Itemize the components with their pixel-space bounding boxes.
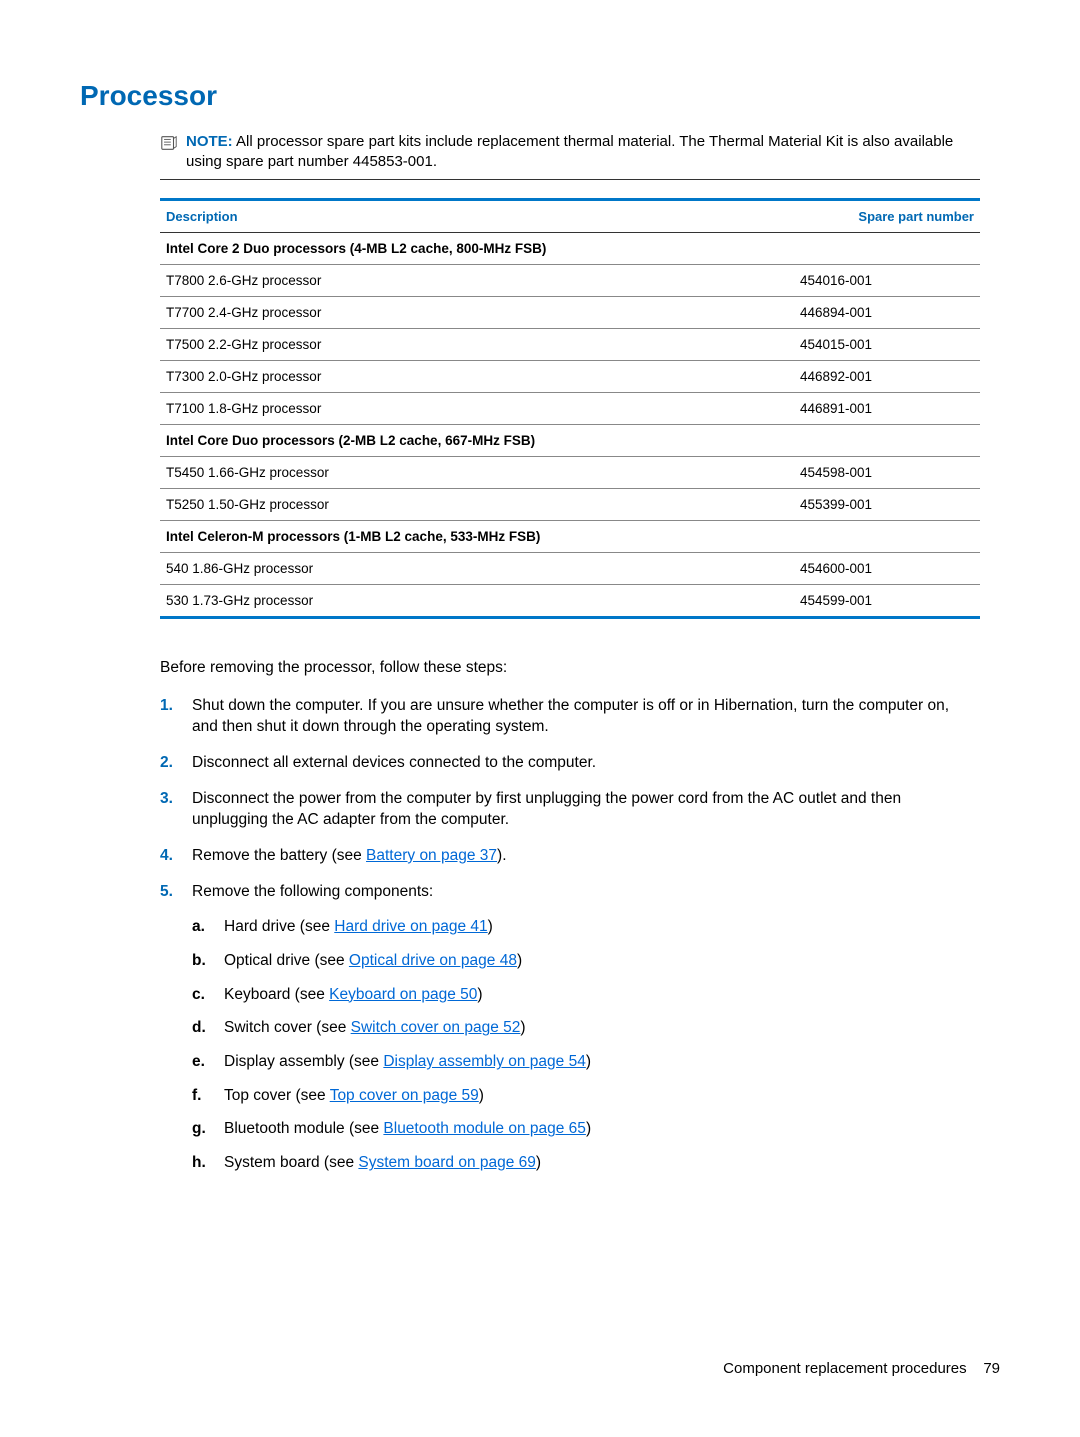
desc-cell: T7500 2.2-GHz processor: [160, 328, 800, 360]
table-row: T7800 2.6-GHz processor454016-001: [160, 264, 980, 296]
table-section-row: Intel Core Duo processors (2-MB L2 cache…: [160, 424, 980, 456]
note-icon: [160, 134, 180, 157]
substeps-list: Hard drive (see Hard drive on page 41) Op…: [192, 916, 970, 1174]
substep-link[interactable]: Optical drive on page 48: [349, 952, 517, 969]
note-body: All processor spare part kits include re…: [186, 133, 953, 170]
substep-item: Optical drive (see Optical drive on page…: [192, 950, 970, 972]
substep-item: Keyboard (see Keyboard on page 50): [192, 984, 970, 1006]
part-cell: 455399-001: [800, 488, 980, 520]
desc-cell: 540 1.86-GHz processor: [160, 552, 800, 584]
part-cell: 446894-001: [800, 296, 980, 328]
substep-link[interactable]: System board on page 69: [358, 1154, 536, 1171]
part-cell: 446892-001: [800, 360, 980, 392]
steps-list: Shut down the computer. If you are unsur…: [160, 695, 970, 1174]
step-text: Disconnect the power from the computer b…: [192, 790, 901, 829]
table-row: 530 1.73-GHz processor454599-001: [160, 584, 980, 617]
substep-link[interactable]: Top cover on page 59: [330, 1087, 479, 1104]
section-cell: Intel Core 2 Duo processors (4-MB L2 cac…: [160, 232, 980, 264]
table-row: T7500 2.2-GHz processor454015-001: [160, 328, 980, 360]
substep-item: Switch cover (see Switch cover on page 5…: [192, 1017, 970, 1039]
parts-table: Description Spare part number Intel Core…: [160, 198, 980, 619]
substep-link[interactable]: Display assembly on page 54: [383, 1053, 585, 1070]
desc-cell: 530 1.73-GHz processor: [160, 584, 800, 617]
part-cell: 454600-001: [800, 552, 980, 584]
step-item: Shut down the computer. If you are unsur…: [160, 695, 970, 738]
substep-item: Bluetooth module (see Bluetooth module o…: [192, 1118, 970, 1140]
table-row: 540 1.86-GHz processor454600-001: [160, 552, 980, 584]
note-block: NOTE: All processor spare part kits incl…: [160, 132, 980, 180]
step-item: Remove the battery (see Battery on page …: [160, 845, 970, 867]
note-label: NOTE:: [186, 133, 233, 150]
page-title: Processor: [80, 80, 1000, 112]
table-row: T5250 1.50-GHz processor455399-001: [160, 488, 980, 520]
table-section-row: Intel Core 2 Duo processors (4-MB L2 cac…: [160, 232, 980, 264]
step-item: Disconnect all external devices connecte…: [160, 752, 970, 774]
intro-text: Before removing the processor, follow th…: [160, 659, 980, 677]
desc-cell: T7300 2.0-GHz processor: [160, 360, 800, 392]
parts-table-body: Intel Core 2 Duo processors (4-MB L2 cac…: [160, 232, 980, 617]
table-row: T7700 2.4-GHz processor446894-001: [160, 296, 980, 328]
table-row: T5450 1.66-GHz processor454598-001: [160, 456, 980, 488]
step-link[interactable]: Battery on page 37: [366, 847, 497, 864]
substep-item: Hard drive (see Hard drive on page 41): [192, 916, 970, 938]
footer-page: 79: [983, 1360, 1000, 1377]
substep-item: Top cover (see Top cover on page 59): [192, 1085, 970, 1107]
substep-item: System board (see System board on page 6…: [192, 1152, 970, 1174]
desc-cell: T7700 2.4-GHz processor: [160, 296, 800, 328]
desc-cell: T7100 1.8-GHz processor: [160, 392, 800, 424]
substep-link[interactable]: Hard drive on page 41: [334, 918, 487, 935]
part-cell: 446891-001: [800, 392, 980, 424]
desc-cell: T7800 2.6-GHz processor: [160, 264, 800, 296]
step-text: Shut down the computer. If you are unsur…: [192, 697, 949, 736]
step-text: Remove the following components:: [192, 883, 433, 900]
substep-item: Display assembly (see Display assembly o…: [192, 1051, 970, 1073]
footer-label: Component replacement procedures: [723, 1360, 966, 1377]
part-cell: 454599-001: [800, 584, 980, 617]
part-cell: 454016-001: [800, 264, 980, 296]
substep-link[interactable]: Keyboard on page 50: [329, 986, 477, 1003]
step-text: Disconnect all external devices connecte…: [192, 754, 596, 771]
desc-cell: T5250 1.50-GHz processor: [160, 488, 800, 520]
table-section-row: Intel Celeron-M processors (1-MB L2 cach…: [160, 520, 980, 552]
table-row: T7100 1.8-GHz processor446891-001: [160, 392, 980, 424]
step-text: Remove the battery (see Battery on page …: [192, 847, 507, 864]
step-item: Disconnect the power from the computer b…: [160, 788, 970, 831]
col-part-header: Spare part number: [800, 199, 980, 232]
substep-link[interactable]: Switch cover on page 52: [351, 1019, 521, 1036]
desc-cell: T5450 1.66-GHz processor: [160, 456, 800, 488]
section-cell: Intel Celeron-M processors (1-MB L2 cach…: [160, 520, 980, 552]
part-cell: 454015-001: [800, 328, 980, 360]
section-cell: Intel Core Duo processors (2-MB L2 cache…: [160, 424, 980, 456]
part-cell: 454598-001: [800, 456, 980, 488]
table-row: T7300 2.0-GHz processor446892-001: [160, 360, 980, 392]
substep-link[interactable]: Bluetooth module on page 65: [383, 1120, 586, 1137]
col-description-header: Description: [160, 199, 800, 232]
page-footer: Component replacement procedures 79: [723, 1360, 1000, 1377]
note-text: NOTE: All processor spare part kits incl…: [186, 132, 980, 173]
step-item: Remove the following components: Hard dri…: [160, 881, 970, 1174]
